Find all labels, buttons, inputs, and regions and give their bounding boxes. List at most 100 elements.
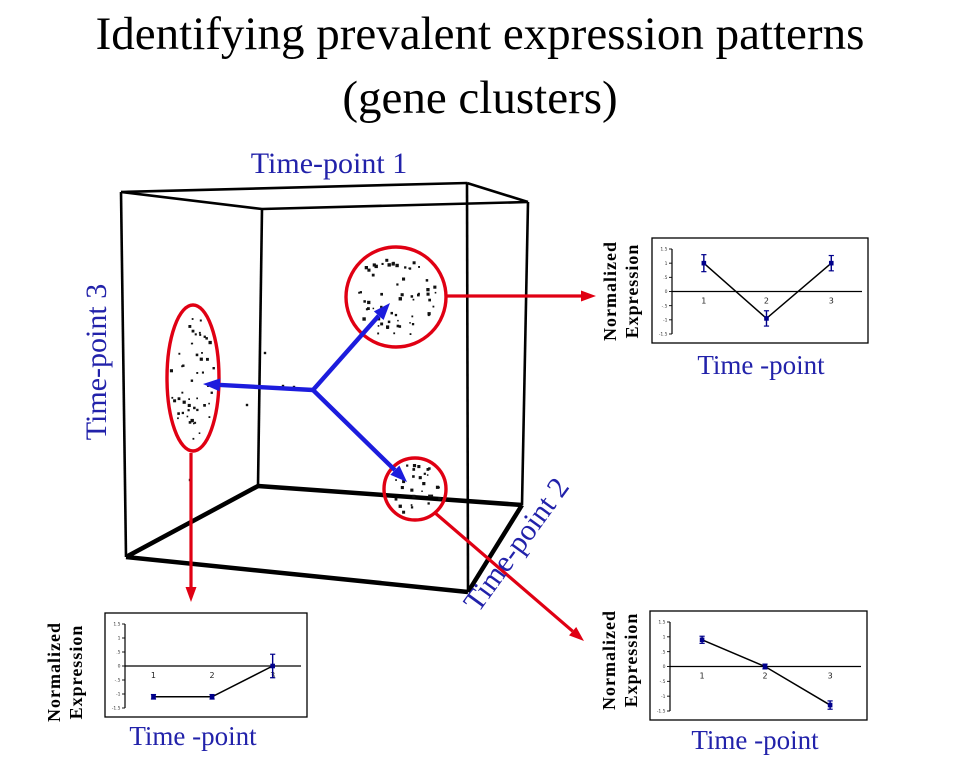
gene-dot (380, 322, 384, 326)
gene-dot (428, 298, 431, 302)
gene-dot (201, 371, 204, 374)
x-tick-label: 2 (762, 672, 767, 681)
gene-dot (245, 403, 249, 407)
data-point (762, 664, 768, 669)
gene-dot (410, 504, 413, 506)
chart3-xlabel: Time -point (691, 725, 819, 755)
y-tick-label: -1.5 (112, 706, 121, 712)
gene-dot (406, 464, 409, 467)
gene-dot (263, 351, 267, 355)
gene-dot (410, 295, 414, 298)
gene-dot (432, 305, 435, 308)
gene-dot (386, 325, 390, 329)
x-tick-label: 1 (151, 671, 156, 680)
blue-arrow-1-head (373, 303, 390, 321)
gene-dot (428, 494, 431, 498)
cube-wireframe (119, 181, 530, 595)
gene-dot (199, 333, 202, 336)
x-tick-label: 3 (829, 297, 834, 306)
blue-arrow-3 (311, 388, 397, 472)
gene-dot (438, 486, 440, 489)
gene-dot (430, 494, 434, 498)
gene-dot (182, 364, 185, 367)
y-tick-label: -.5 (660, 679, 666, 685)
y-tick-label: -1 (116, 692, 121, 698)
y-tick-label: 0 (663, 664, 666, 670)
y-tick-label: .5 (116, 650, 120, 656)
red-arrow-2-head (185, 587, 197, 602)
gene-dot (402, 510, 406, 514)
chart1-ylabel-line1: Normalized (600, 241, 620, 341)
gene-dot (187, 409, 190, 412)
gene-dot (398, 297, 402, 301)
gene-dot (367, 307, 370, 310)
gene-dot (206, 357, 209, 361)
data-point (270, 663, 275, 669)
cluster-2-outline (382, 456, 448, 522)
blue-arrow-2 (219, 382, 314, 393)
data-point (699, 637, 705, 643)
gene-dot (195, 353, 199, 357)
gene-dot (178, 352, 181, 355)
chart-frame (649, 610, 868, 721)
gene-dot (410, 506, 414, 509)
gene-dot (371, 273, 375, 277)
gene-dot (188, 398, 190, 400)
gene-dot (181, 391, 184, 394)
red-arrow-3-head (569, 627, 584, 641)
y-tick-label: 1.5 (660, 247, 667, 253)
gene-dot (396, 324, 400, 328)
chart2-xlabel: Time -point (129, 721, 257, 751)
y-tick-label: 0 (665, 289, 668, 295)
gene-dot (395, 263, 399, 268)
gene-dot (426, 468, 430, 471)
chart-frame (651, 237, 869, 344)
gene-dot (411, 323, 415, 326)
gene-dot (365, 308, 368, 311)
y-tick-label: -.5 (662, 303, 668, 309)
gene-dot (426, 474, 429, 476)
gene-dot (199, 319, 202, 322)
gene-dot (425, 279, 429, 282)
gene-dot (210, 391, 213, 394)
cluster-3-outline (165, 303, 221, 453)
chart1-xlabel: Time -point (697, 350, 825, 380)
gene-dot (390, 311, 393, 315)
gene-dot (404, 266, 407, 269)
gene-dot (169, 369, 173, 373)
chart1-ylabel: Normalized Expression (599, 221, 643, 361)
gene-dot (385, 258, 389, 262)
chart2-ylabel: Normalized Expression (43, 602, 87, 742)
gene-dot (191, 329, 195, 333)
mini-chart-pattern-cluster-1: 1.51.50-.5-1-1.51 2 3 (651, 237, 869, 344)
gene-dot (192, 437, 195, 440)
gene-dot (428, 467, 431, 470)
gene-dot (391, 262, 395, 266)
gene-dot (201, 352, 203, 354)
gene-dot (205, 337, 208, 340)
gene-dot (203, 404, 206, 407)
gene-dot (418, 266, 420, 268)
gene-dot (186, 415, 189, 418)
slide-title: Identifying prevalent expression pattern… (0, 2, 960, 130)
gene-dot (362, 317, 366, 321)
mini-chart-pattern-cluster-2: 1.51.50-.5-1-1.51 2 3 (649, 610, 868, 721)
gene-dot (171, 396, 174, 399)
gene-dot (198, 432, 201, 434)
gene-dot (409, 322, 411, 324)
gene-dot (188, 325, 192, 328)
cluster-1-outline (344, 245, 448, 349)
x-tick-label: 1 (700, 672, 705, 681)
gene-dot (394, 313, 398, 317)
gene-dot (199, 357, 203, 361)
chart2-ylabel-line1: Normalized (44, 622, 64, 722)
y-tick-label: -1 (661, 694, 666, 700)
data-point (151, 694, 156, 700)
gene-dot (427, 314, 430, 317)
y-tick-label: -1.5 (657, 709, 666, 715)
gene-dot (208, 402, 210, 405)
gene-dot (411, 315, 414, 318)
gene-dot (417, 293, 420, 297)
gene-dot (438, 497, 441, 500)
